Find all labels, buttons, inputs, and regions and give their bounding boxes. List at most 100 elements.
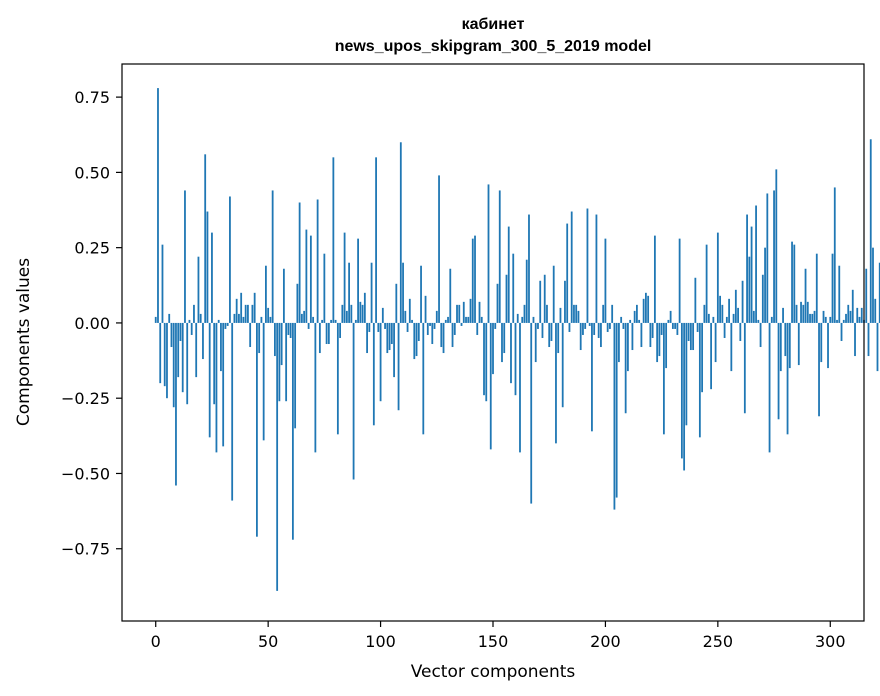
bar-192 (586, 208, 589, 323)
bar-281 (786, 322, 789, 435)
x-tick-label: 300 (815, 632, 846, 651)
bar-255 (728, 298, 730, 323)
bar-155 (503, 322, 506, 354)
x-tick-label: 200 (590, 632, 621, 651)
bar-300 (829, 316, 832, 323)
bar-245 (705, 244, 708, 323)
bar-265 (750, 226, 753, 323)
bar-72 (316, 199, 319, 323)
bar-107 (395, 283, 398, 323)
bar-275 (773, 190, 775, 323)
y-axis-ticks: 0.75 0.50 0.25 0.00 −0.25 −0.50 −0.75 (61, 88, 122, 559)
bar-235 (683, 322, 686, 471)
bar-310 (851, 289, 854, 323)
bar-85 (345, 310, 348, 323)
bar-319 (872, 247, 874, 323)
bar-214 (636, 304, 638, 323)
bar-76 (325, 322, 328, 345)
bar-14 (186, 322, 189, 405)
bar-263 (746, 214, 748, 323)
bar-179 (557, 322, 560, 354)
bar-77 (327, 322, 330, 345)
bar-147 (485, 322, 488, 402)
bar-13 (184, 190, 186, 323)
bar-278 (779, 322, 782, 372)
bar-84 (343, 232, 346, 323)
bar-197 (597, 322, 600, 338)
bar-51 (269, 316, 272, 323)
bar-234 (680, 322, 683, 459)
bar-174 (546, 304, 548, 323)
bar-213 (633, 310, 636, 323)
bar-290 (806, 301, 809, 323)
bar-83 (341, 304, 344, 323)
y-tick-label: 0.75 (74, 88, 110, 107)
bar-133 (453, 322, 456, 335)
bar-125 (435, 310, 438, 323)
bar-106 (393, 322, 395, 378)
bar-233 (678, 238, 681, 323)
bar-229 (669, 310, 672, 323)
bar-18 (195, 322, 198, 378)
bar-258 (734, 289, 737, 323)
bar-91 (359, 301, 362, 323)
bar-236 (685, 322, 688, 426)
bar-246 (707, 313, 710, 323)
bar-241 (696, 322, 699, 332)
bar-254 (725, 316, 728, 323)
y-tick-label: 0.00 (74, 314, 110, 333)
bar-262 (743, 322, 746, 414)
bar-54 (276, 322, 279, 591)
bar-149 (489, 322, 492, 450)
bar-202 (609, 322, 611, 329)
bar-11 (179, 322, 182, 341)
bar-172 (541, 322, 544, 338)
bar-276 (775, 169, 778, 323)
bar-216 (640, 322, 643, 348)
bar-112 (406, 322, 409, 332)
bar-50 (267, 307, 270, 323)
bar-16 (190, 322, 193, 335)
bar-135 (458, 304, 461, 323)
bar-3 (161, 244, 164, 323)
bar-8 (172, 322, 175, 408)
bar-247 (710, 322, 712, 390)
bars-group (154, 88, 880, 591)
bar-98 (375, 157, 377, 323)
bar-178 (555, 322, 557, 444)
bar-5 (166, 322, 168, 399)
bar-160 (514, 322, 517, 396)
bar-189 (579, 322, 582, 351)
bar-277 (777, 322, 780, 420)
bar-231 (674, 322, 677, 329)
bar-199 (602, 304, 605, 323)
bar-221 (651, 322, 654, 338)
bar-158 (510, 322, 512, 384)
bar-200 (604, 238, 607, 323)
bar-114 (411, 319, 413, 323)
plot-frame (121, 63, 865, 622)
bar-267 (755, 205, 757, 323)
bar-105 (390, 322, 393, 345)
bar-66 (303, 310, 306, 323)
bar-157 (507, 226, 510, 323)
bar-205 (615, 322, 618, 498)
bar-108 (397, 322, 400, 411)
bar-64 (298, 202, 301, 323)
bar-92 (361, 304, 364, 323)
bar-144 (478, 301, 481, 323)
y-tick-label: 0.25 (74, 239, 110, 258)
bar-270 (761, 274, 764, 323)
bar-194 (591, 322, 593, 432)
y-tick-label: −0.50 (61, 464, 110, 483)
bar-56 (280, 322, 283, 366)
bar-93 (363, 292, 366, 323)
bar-274 (770, 316, 773, 323)
bar-137 (462, 301, 465, 323)
y-tick-label: −0.25 (61, 389, 110, 408)
bar-0 (154, 316, 157, 323)
bar-297 (822, 310, 825, 323)
chart-title-line1: кабинет (462, 16, 525, 33)
bar-151 (494, 322, 497, 329)
bar-240 (694, 277, 697, 323)
